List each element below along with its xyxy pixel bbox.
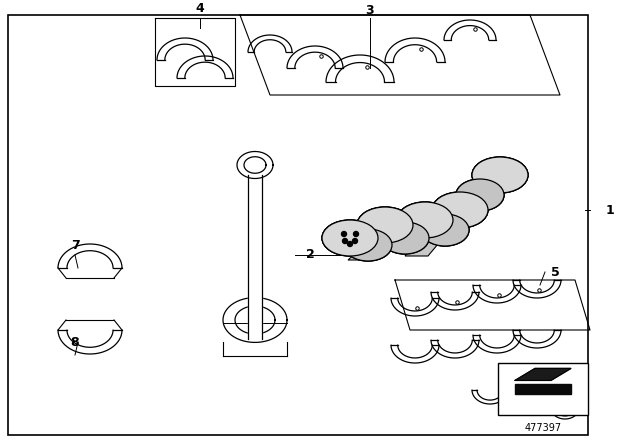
Ellipse shape bbox=[421, 214, 469, 246]
Ellipse shape bbox=[456, 179, 504, 211]
Ellipse shape bbox=[344, 229, 392, 261]
Circle shape bbox=[342, 232, 346, 237]
Circle shape bbox=[353, 232, 358, 237]
Ellipse shape bbox=[381, 222, 429, 254]
Ellipse shape bbox=[397, 202, 453, 238]
Polygon shape bbox=[425, 215, 472, 240]
Text: 5: 5 bbox=[550, 266, 559, 279]
Ellipse shape bbox=[322, 220, 378, 256]
Ellipse shape bbox=[344, 229, 392, 261]
Ellipse shape bbox=[397, 202, 453, 238]
Ellipse shape bbox=[381, 222, 429, 254]
Text: 4: 4 bbox=[196, 1, 204, 14]
Ellipse shape bbox=[472, 157, 528, 193]
Ellipse shape bbox=[432, 192, 488, 228]
Polygon shape bbox=[515, 368, 571, 380]
Ellipse shape bbox=[432, 192, 488, 228]
Ellipse shape bbox=[432, 192, 488, 228]
Ellipse shape bbox=[357, 207, 413, 243]
Polygon shape bbox=[405, 232, 448, 256]
Text: 8: 8 bbox=[70, 336, 79, 349]
Ellipse shape bbox=[381, 222, 429, 254]
Ellipse shape bbox=[456, 179, 504, 211]
Polygon shape bbox=[348, 242, 392, 260]
Ellipse shape bbox=[397, 202, 453, 238]
Circle shape bbox=[353, 238, 358, 244]
Circle shape bbox=[348, 241, 353, 246]
Circle shape bbox=[342, 238, 348, 244]
Polygon shape bbox=[515, 384, 571, 394]
Text: 3: 3 bbox=[365, 4, 374, 17]
Text: 477397: 477397 bbox=[524, 423, 561, 433]
Ellipse shape bbox=[357, 207, 413, 243]
Ellipse shape bbox=[472, 157, 528, 193]
Bar bbox=[498, 363, 588, 415]
Ellipse shape bbox=[421, 214, 469, 246]
Text: 6: 6 bbox=[541, 393, 549, 406]
Text: 1: 1 bbox=[605, 203, 614, 216]
Ellipse shape bbox=[322, 220, 378, 256]
Ellipse shape bbox=[322, 220, 378, 256]
Text: 2: 2 bbox=[306, 249, 314, 262]
Polygon shape bbox=[248, 175, 262, 339]
Polygon shape bbox=[468, 172, 512, 198]
Ellipse shape bbox=[357, 207, 413, 243]
Ellipse shape bbox=[456, 179, 504, 211]
Ellipse shape bbox=[421, 214, 469, 246]
Text: 7: 7 bbox=[70, 238, 79, 251]
Ellipse shape bbox=[344, 229, 392, 261]
Polygon shape bbox=[448, 196, 492, 220]
Ellipse shape bbox=[472, 157, 528, 193]
